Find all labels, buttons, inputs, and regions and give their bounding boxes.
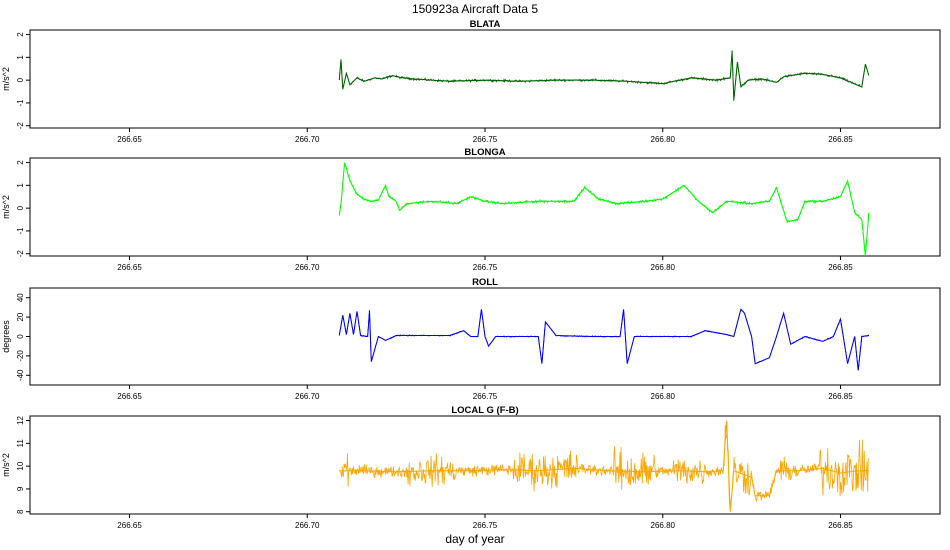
y-tick-label: -2	[16, 122, 25, 130]
series-line	[339, 424, 870, 510]
y-tick-label: 9	[16, 486, 25, 491]
y-tick-label: -20	[16, 350, 25, 362]
chart-panels: BLATA 266.65 266.70 266.75 266.80 266.85 -2 -1 0…	[1, 19, 941, 530]
y-tick-label: 1	[16, 183, 25, 188]
y-tick-label: 0	[16, 77, 25, 82]
plot-frame	[29, 29, 941, 129]
series-line-peaks	[338, 50, 870, 101]
y-axis-label: m/s^2	[1, 453, 11, 477]
y-tick-label: -1	[16, 99, 25, 107]
y-tick-label: -1	[16, 227, 25, 235]
x-tick-label: 266.65	[117, 263, 142, 272]
x-tick-label: 266.75	[473, 263, 498, 272]
y-tick-label: 10	[16, 461, 25, 470]
y-tick-label: 0	[16, 205, 25, 210]
x-tick-label: 266.65	[117, 135, 142, 144]
x-tick-label: 266.85	[828, 135, 853, 144]
y-tick-label: 1	[16, 55, 25, 60]
x-tick-label: 266.70	[295, 135, 320, 144]
x-tick-label: 266.75	[473, 521, 498, 530]
series-line-peaks	[338, 308, 869, 371]
x-tick-label: 266.80	[651, 135, 676, 144]
y-tick-label: 2	[16, 32, 25, 37]
y-tick-label: 11	[16, 439, 25, 448]
x-tick-label: 266.65	[117, 521, 142, 530]
x-axis-label: day of year	[445, 532, 504, 546]
x-tick-label: 266.70	[295, 521, 320, 530]
x-tick-label: 266.70	[295, 392, 320, 401]
panel-roll: ROLL 266.65 266.70 266.75 266.80 266.85 -40 -20…	[1, 277, 941, 401]
panel-blata: BLATA 266.65 266.70 266.75 266.80 266.85 -2 -1 0…	[1, 19, 941, 144]
y-tick-label: 40	[16, 293, 25, 302]
x-tick-label: 266.85	[828, 263, 853, 272]
y-tick-label: -2	[16, 250, 25, 258]
x-tick-label: 266.85	[828, 521, 853, 530]
x-tick-label: 266.75	[473, 392, 498, 401]
x-tick-label: 266.80	[651, 392, 676, 401]
panel-local-g-f-b: LOCAL G (F-B) 266.65 266.70 266.75 266.80 266…	[1, 405, 941, 530]
x-tick-label: 266.70	[295, 263, 320, 272]
plot-frame	[29, 157, 941, 257]
series-line	[338, 162, 870, 256]
y-axis-label: m/s^2	[1, 67, 11, 91]
series-line-peaks	[339, 420, 869, 512]
x-tick-label: 266.80	[651, 263, 676, 272]
x-tick-label: 266.85	[828, 392, 853, 401]
x-tick-label: 266.75	[473, 135, 498, 144]
y-tick-label: 12	[16, 416, 25, 425]
panel-title: ROLL	[472, 277, 498, 288]
panel-title: BLONGA	[464, 147, 505, 158]
y-tick-label: 2	[16, 160, 25, 165]
panel-title: BLATA	[470, 19, 501, 30]
panel-blonga: BLONGA 266.65 266.70 266.75 266.80 266.85 -2 -1…	[1, 147, 941, 272]
y-tick-label: 8	[16, 509, 25, 514]
y-tick-label: -40	[16, 369, 25, 381]
y-axis-label: degrees	[1, 320, 11, 353]
y-tick-label: 20	[16, 312, 25, 321]
y-tick-label: 0	[16, 334, 25, 339]
plot-frame	[29, 415, 941, 515]
x-tick-label: 266.80	[651, 521, 676, 530]
x-tick-label: 266.65	[117, 392, 142, 401]
figure-title: 150923a Aircraft Data 5	[412, 2, 538, 16]
series-line-peaks	[338, 162, 870, 257]
panel-title: LOCAL G (F-B)	[451, 405, 518, 416]
y-axis-label: m/s^2	[1, 195, 11, 219]
series-line	[338, 55, 870, 99]
